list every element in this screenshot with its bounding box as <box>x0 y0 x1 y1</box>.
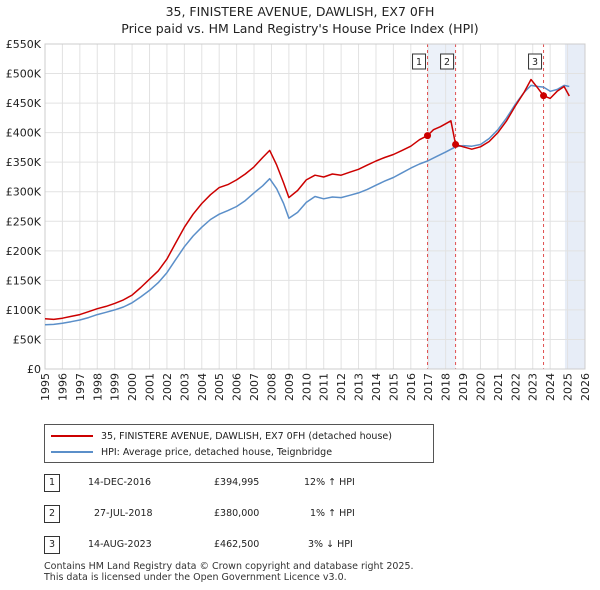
x-tick-label: 2001 <box>144 373 157 401</box>
x-tick-label: 2018 <box>440 373 453 401</box>
sale-point <box>424 132 432 140</box>
y-tick-label: £150K <box>6 274 42 287</box>
legend-item-hpi: HPI: Average price, detached house, Teig… <box>51 445 332 459</box>
footer-licence: This data is licensed under the Open Gov… <box>44 572 347 583</box>
x-tick-label: 2007 <box>248 373 261 401</box>
x-tick-label: 2013 <box>353 373 366 401</box>
plot-frame <box>44 43 586 370</box>
x-tick-label: 2014 <box>370 373 383 401</box>
footer-copyright: Contains HM Land Registry data © Crown c… <box>44 561 414 572</box>
x-tick-label: 2025 <box>562 373 575 401</box>
sale-marker: 3 <box>44 536 60 554</box>
x-tick-label: 2022 <box>509 373 522 401</box>
x-tick-label: 2012 <box>335 373 348 401</box>
legend: 35, FINISTERE AVENUE, DAWLISH, EX7 0FH (… <box>44 424 434 463</box>
sale-date: 14-DEC-2016 <box>88 477 152 488</box>
x-tick-label: 2021 <box>492 373 505 401</box>
sale-hpi-diff: 3% ↓ HPI <box>308 539 353 550</box>
legend-label-hpi: HPI: Average price, detached house, Teig… <box>101 446 333 458</box>
x-tick-label: 2004 <box>196 373 209 401</box>
legend-swatch-property <box>51 435 93 437</box>
sale-number-label: 2 <box>444 57 450 68</box>
sale-number-label: 1 <box>416 57 422 68</box>
legend-label-property: 35, FINISTERE AVENUE, DAWLISH, EX7 0FH (… <box>101 430 392 442</box>
x-tick-label: 2005 <box>213 373 226 401</box>
x-tick-label: 2002 <box>161 373 174 401</box>
x-tick-label: 1996 <box>56 373 69 401</box>
y-tick-label: £400K <box>6 127 42 140</box>
property-price-line <box>44 78 570 321</box>
chart-title: 35, FINISTERE AVENUE, DAWLISH, EX7 0FH <box>165 4 435 19</box>
x-tick-label: 2008 <box>265 373 278 401</box>
x-tick-label: 2011 <box>318 373 331 401</box>
sale-point <box>540 92 548 100</box>
x-tick-label: 2003 <box>178 373 191 401</box>
future-period-band <box>564 44 585 369</box>
x-tick-label: 2009 <box>283 373 296 401</box>
y-tick-label: £350K <box>6 156 42 169</box>
y-tick-label: £250K <box>6 215 42 228</box>
x-tick-label: 2010 <box>300 373 313 401</box>
x-tick-label: 1995 <box>39 373 52 401</box>
sale-number-box <box>528 53 543 70</box>
sale-hpi-diff: 12% ↑ HPI <box>304 477 355 488</box>
sale-point <box>452 140 460 148</box>
sale-price: £394,995 <box>214 477 260 488</box>
sale-number-label: 3 <box>532 57 538 68</box>
sale-number-box <box>412 53 427 70</box>
x-tick-label: 2019 <box>457 373 470 401</box>
chart-subtitle: Price paid vs. HM Land Registry's House … <box>121 21 479 36</box>
footer: Contains HM Land Registry data © Crown c… <box>44 561 414 583</box>
x-tick-label: 2024 <box>544 373 557 401</box>
x-tick-label: 1999 <box>109 373 122 401</box>
sale-date: 14-AUG-2023 <box>88 539 152 550</box>
sale-number-box <box>440 53 455 70</box>
y-tick-label: £50K <box>13 333 42 346</box>
ownership-band <box>427 44 456 369</box>
sale-date: 27-JUL-2018 <box>94 508 153 519</box>
y-tick-label: £450K <box>6 97 42 110</box>
y-tick-label: £100K <box>6 304 42 317</box>
y-tick-label: £0 <box>27 363 41 376</box>
x-tick-label: 2020 <box>474 373 487 401</box>
legend-swatch-hpi <box>51 451 93 453</box>
x-tick-label: 2016 <box>405 373 418 401</box>
x-tick-label: 2017 <box>422 373 435 401</box>
y-tick-label: £500K <box>6 68 42 81</box>
y-tick-label: £300K <box>6 186 42 199</box>
x-tick-label: 2006 <box>231 373 244 401</box>
x-tick-label: 2023 <box>527 373 540 401</box>
sale-price: £462,500 <box>214 539 260 550</box>
legend-item-property: 35, FINISTERE AVENUE, DAWLISH, EX7 0FH (… <box>51 429 392 443</box>
x-tick-label: 2026 <box>579 373 592 401</box>
sale-marker: 1 <box>44 474 60 492</box>
hpi-line <box>44 84 570 326</box>
y-tick-label: £200K <box>6 245 42 258</box>
x-tick-label: 1997 <box>74 373 87 401</box>
sale-price: £380,000 <box>214 508 260 519</box>
x-tick-label: 2015 <box>387 373 400 401</box>
y-tick-label: £550K <box>6 38 42 51</box>
x-tick-label: 2000 <box>126 373 139 401</box>
price-chart: £0 £50K £100K £150K £200K £250K £300K £350K £400… <box>6 38 592 401</box>
sale-hpi-diff: 1% ↑ HPI <box>310 508 355 519</box>
x-tick-label: 1998 <box>91 373 104 401</box>
sale-marker: 2 <box>44 505 60 523</box>
